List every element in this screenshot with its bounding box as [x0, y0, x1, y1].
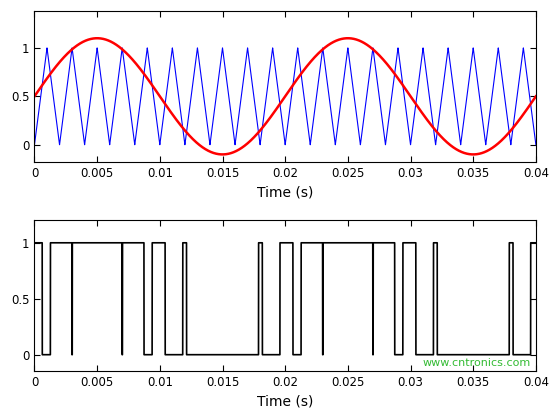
Text: www.cntronics.com: www.cntronics.com: [423, 358, 531, 368]
X-axis label: Time (s): Time (s): [257, 186, 314, 200]
X-axis label: Time (s): Time (s): [257, 395, 314, 409]
